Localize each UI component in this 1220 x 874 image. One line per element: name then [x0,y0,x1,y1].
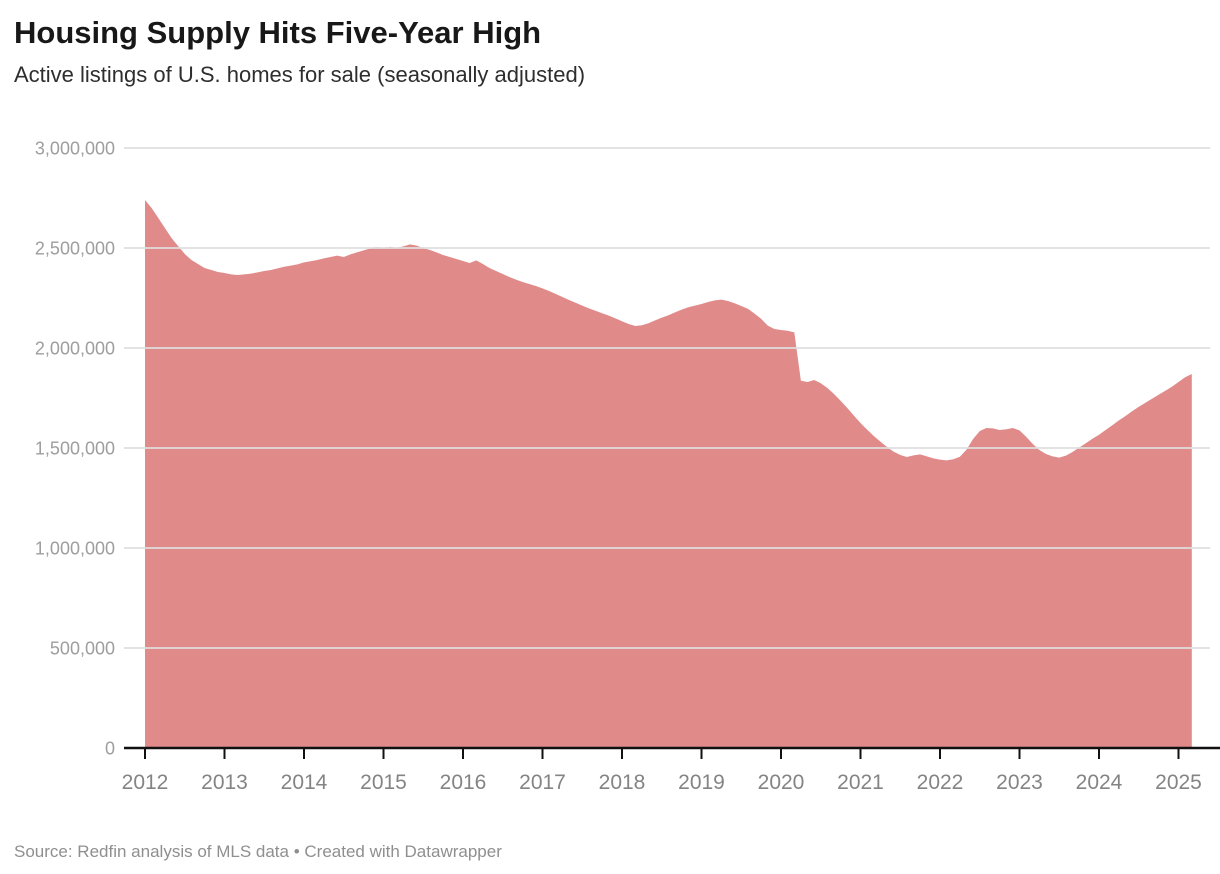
y-axis-label: 0 [105,739,115,759]
x-axis-label: 2013 [201,771,248,794]
y-axis-label: 2,500,000 [35,239,115,259]
chart-subtitle: Active listings of U.S. homes for sale (… [14,62,586,87]
x-axis-label: 2017 [519,771,566,794]
y-axis-labels: 0 500,000 1,000,000 1,500,000 2,000,000 2,500… [35,139,115,759]
x-axis-label: 2023 [996,771,1043,794]
x-axis-tick-marks [144,748,1180,759]
x-axis-label: 2014 [281,771,328,794]
y-axis-label: 2,000,000 [35,339,115,359]
gridlines [124,147,1210,649]
y-axis-label: 1,000,000 [35,539,115,559]
chart-canvas: 0 500,000 1,000,000 1,500,000 2,000,000 2,500… [35,139,1220,794]
area-chart: 0 500,000 1,000,000 1,500,000 2,000,000 2,500… [0,128,1220,800]
x-axis-label: 2024 [1076,771,1123,794]
y-axis-label: 3,000,000 [35,139,115,159]
x-axis-label: 2016 [440,771,487,794]
chart-title: Housing Supply Hits Five-Year High [14,15,542,50]
y-axis-label: 1,500,000 [35,439,115,459]
x-axis-label: 2019 [678,771,725,794]
x-axis-label: 2018 [599,771,646,794]
x-axis-labels: 2012 2013 2014 2015 2016 2017 2018 2019 2020 2021… [122,771,1202,794]
area-series [145,200,1192,748]
y-axis-label: 500,000 [50,639,115,659]
x-axis-label: 2021 [837,771,884,794]
x-axis-label: 2022 [917,771,964,794]
x-axis-label: 2012 [122,771,169,794]
x-axis-label: 2025 [1155,771,1202,794]
source-note: Source: Redfin analysis of MLS data • Cr… [14,842,502,861]
x-axis-label: 2015 [360,771,407,794]
x-axis-label: 2020 [758,771,805,794]
